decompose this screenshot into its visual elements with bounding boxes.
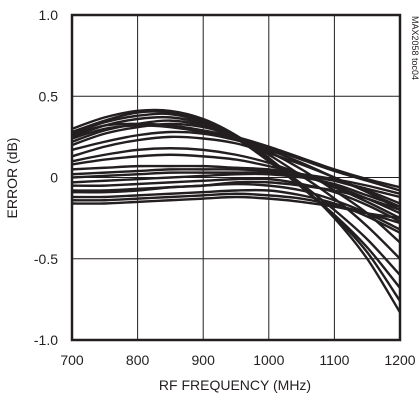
series-line-19: [71, 180, 401, 212]
grid: [71, 14, 401, 341]
y-tick-labels: 1.0 0.5 0 -0.5 -1.0: [34, 7, 58, 348]
x-tick-label: 800: [126, 352, 150, 368]
series-line-16: [71, 172, 401, 208]
series-line-22: [71, 195, 401, 220]
y-tick-label: -0.5: [34, 251, 58, 267]
series-line-15: [71, 171, 401, 199]
x-tick-label: 700: [60, 352, 84, 368]
y-tick-label: 0.5: [39, 88, 59, 104]
x-axis-label: RF FREQUENCY (MHz): [159, 377, 311, 393]
x-tick-label: 1200: [384, 352, 415, 368]
series-line-14: [71, 168, 401, 195]
series-lines: [71, 108, 402, 314]
series-line-12: [71, 153, 401, 215]
plot-frame: [70, 13, 402, 342]
series-line-1: [71, 108, 402, 314]
x-tick-label: 1000: [253, 352, 284, 368]
x-tick-labels: 700 800 900 1000 1100 1200: [60, 352, 415, 368]
series-line-18: [71, 182, 401, 231]
y-tick-label: 0: [50, 170, 58, 186]
y-tick-label: -1.0: [34, 332, 58, 348]
y-tick-label: 1.0: [39, 7, 59, 23]
series-line-8: [71, 124, 401, 192]
x-tick-label: 900: [192, 352, 216, 368]
x-tick-label: 1100: [319, 352, 349, 368]
series-line-17: [71, 177, 401, 223]
y-axis-label: ERROR (dB): [4, 138, 20, 219]
figure-tag: MAX2058 toc04: [410, 16, 419, 80]
series-line-21: [71, 192, 401, 225]
series-line-7: [71, 122, 401, 189]
